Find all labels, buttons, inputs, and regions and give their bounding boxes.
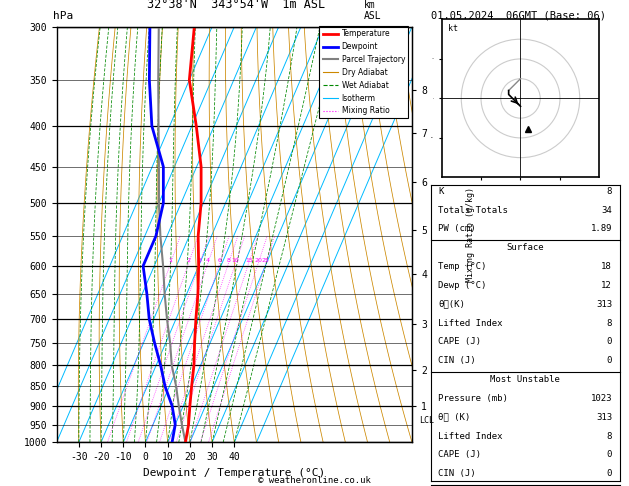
Text: θᴇ(K): θᴇ(K) <box>438 300 465 309</box>
Text: Pressure (mb): Pressure (mb) <box>438 394 508 403</box>
Text: 6: 6 <box>218 258 222 263</box>
Legend: Temperature, Dewpoint, Parcel Trajectory, Dry Adiabat, Wet Adiabat, Isotherm, Mi: Temperature, Dewpoint, Parcel Trajectory… <box>320 26 408 119</box>
Text: 4: 4 <box>206 258 210 263</box>
Text: 8: 8 <box>226 258 231 263</box>
Text: 313: 313 <box>596 413 612 422</box>
Text: 15: 15 <box>245 258 253 263</box>
Text: 3: 3 <box>198 258 202 263</box>
Text: Most Unstable: Most Unstable <box>490 375 560 384</box>
Text: CAPE (J): CAPE (J) <box>438 337 481 347</box>
Text: PW (cm): PW (cm) <box>438 225 476 233</box>
Text: 25: 25 <box>262 258 270 263</box>
Text: 0: 0 <box>606 451 612 459</box>
Text: 10: 10 <box>231 258 240 263</box>
Text: 01.05.2024  06GMT (Base: 06): 01.05.2024 06GMT (Base: 06) <box>431 11 606 21</box>
Text: 1023: 1023 <box>591 394 612 403</box>
Text: 18: 18 <box>601 262 612 271</box>
Text: CIN (J): CIN (J) <box>438 469 476 478</box>
Text: CIN (J): CIN (J) <box>438 356 476 365</box>
Text: km
ASL: km ASL <box>364 0 381 21</box>
Text: 1: 1 <box>169 258 172 263</box>
Text: 8: 8 <box>606 432 612 440</box>
X-axis label: Dewpoint / Temperature (°C): Dewpoint / Temperature (°C) <box>143 468 325 478</box>
Text: 2: 2 <box>187 258 191 263</box>
Text: 32°38'N  343°54'W  1m ASL: 32°38'N 343°54'W 1m ASL <box>147 0 325 11</box>
Text: 1.89: 1.89 <box>591 225 612 233</box>
Text: Dewp (°C): Dewp (°C) <box>438 281 487 290</box>
Text: Surface: Surface <box>506 243 544 252</box>
Text: © weatheronline.co.uk: © weatheronline.co.uk <box>258 476 371 485</box>
Text: Lifted Index: Lifted Index <box>438 318 503 328</box>
Text: 313: 313 <box>596 300 612 309</box>
Text: 8: 8 <box>606 187 612 196</box>
Text: hPa: hPa <box>53 11 74 21</box>
Text: kt: kt <box>448 24 458 33</box>
Text: θᴇ (K): θᴇ (K) <box>438 413 470 422</box>
Text: 20: 20 <box>254 258 262 263</box>
Text: 12: 12 <box>601 281 612 290</box>
Text: LCL: LCL <box>419 417 434 425</box>
Text: Temp (°C): Temp (°C) <box>438 262 487 271</box>
Text: K: K <box>438 187 444 196</box>
Text: Lifted Index: Lifted Index <box>438 432 503 440</box>
Text: 0: 0 <box>606 337 612 347</box>
Text: Totals Totals: Totals Totals <box>438 206 508 214</box>
Text: 0: 0 <box>606 356 612 365</box>
Text: 8: 8 <box>606 318 612 328</box>
Y-axis label: Mixing Ratio (g/kg): Mixing Ratio (g/kg) <box>466 187 475 282</box>
Text: CAPE (J): CAPE (J) <box>438 451 481 459</box>
Text: 34: 34 <box>601 206 612 214</box>
Text: 0: 0 <box>606 469 612 478</box>
